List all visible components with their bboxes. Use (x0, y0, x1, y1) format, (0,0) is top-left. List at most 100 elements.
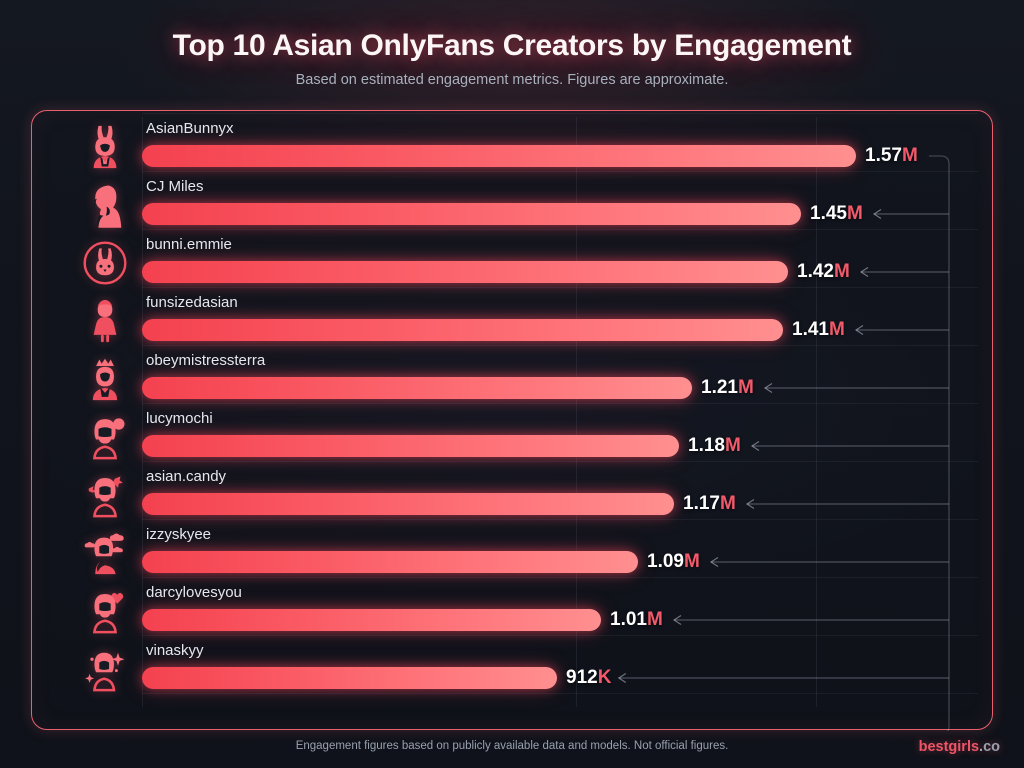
page-title: Top 10 Asian OnlyFans Creators by Engage… (172, 29, 852, 62)
value-label: 1.41M (792, 319, 845, 341)
chart-row: izzyskyee 1.09M (32, 523, 992, 581)
creator-name: asian.candy (146, 468, 227, 485)
row-separator (142, 693, 978, 694)
bar-track (142, 203, 978, 225)
value-number: 1.01 (610, 609, 647, 630)
value-label: 1.42M (797, 261, 850, 283)
woman-candy-icon (79, 469, 131, 521)
row-separator (142, 345, 978, 346)
value-label: 1.09M (647, 551, 700, 573)
row-separator (142, 577, 978, 578)
chart-row: darcylovesyou 1.01M (32, 581, 992, 639)
bunny-ears-woman-icon (79, 121, 131, 173)
creator-name: darcylovesyou (146, 584, 242, 601)
value-bar[interactable] (142, 145, 856, 167)
bar-track (142, 551, 978, 573)
value-bar[interactable] (142, 261, 788, 283)
bar-track (142, 609, 978, 631)
value-number: 1.57 (865, 145, 902, 166)
small-girl-dress-icon (79, 295, 131, 347)
value-suffix: M (828, 319, 845, 340)
vertical-gridline (816, 117, 817, 707)
woman-clouds-icon (79, 527, 131, 579)
value-suffix: M (901, 145, 918, 166)
value-bar[interactable] (142, 551, 638, 573)
bar-track (142, 377, 978, 399)
value-number: 1.42 (797, 261, 834, 282)
value-label: 1.17M (683, 493, 736, 515)
bar-track (142, 493, 978, 515)
footer: Engagement figures based on publicly ava… (0, 739, 1024, 768)
bar-track (142, 435, 978, 457)
value-bar[interactable] (142, 493, 674, 515)
woman-profile-icon (79, 179, 131, 231)
creator-name: izzyskyee (146, 526, 212, 543)
value-bar[interactable] (142, 319, 783, 341)
value-number: 912 (566, 667, 598, 688)
value-bar[interactable] (142, 203, 801, 225)
chart-row: vinaskyy 912K (32, 639, 992, 697)
page-subtitle: Based on estimated engagement metrics. F… (295, 72, 729, 88)
creator-name: CJ Miles (146, 178, 204, 195)
chart-row: asian.candy 1.17M (32, 465, 992, 523)
value-suffix: K (597, 667, 612, 688)
woman-heart-icon (79, 585, 131, 637)
value-number: 1.21 (701, 377, 738, 398)
value-suffix: M (737, 377, 754, 398)
bar-rows: AsianBunnyx 1.57M CJ Miles 1.45M bunni.emm… (32, 111, 992, 729)
bar-track (142, 145, 978, 167)
chart-row: bunni.emmie 1.42M (32, 233, 992, 291)
bunny-face-circle-icon (79, 237, 131, 289)
value-suffix: M (719, 493, 736, 514)
chart-row: CJ Miles 1.45M (32, 175, 992, 233)
value-label: 1.01M (610, 609, 663, 631)
chart-row: funsizedasian 1.41M (32, 291, 992, 349)
creator-name: obeymistressterra (146, 352, 266, 369)
value-label: 1.18M (688, 435, 741, 457)
creator-name: funsizedasian (146, 294, 238, 311)
value-suffix: M (724, 435, 741, 456)
row-separator (142, 113, 978, 114)
row-separator (142, 635, 978, 636)
bar-track (142, 261, 978, 283)
value-number: 1.18 (688, 435, 725, 456)
row-separator (142, 287, 978, 288)
value-suffix: M (683, 551, 700, 572)
brand-name: bestgirls (918, 739, 980, 755)
vertical-gridline (576, 117, 577, 707)
footer-note: Engagement figures based on publicly ava… (295, 740, 729, 752)
bob-hair-woman-bubble-icon (79, 411, 131, 463)
value-number: 1.17 (683, 493, 720, 514)
brand-tld: .co (979, 739, 1000, 755)
creator-name: AsianBunnyx (146, 120, 234, 137)
value-label: 1.57M (865, 145, 918, 167)
bar-track (142, 667, 978, 689)
value-bar[interactable] (142, 667, 557, 689)
header: Top 10 Asian OnlyFans Creators by Engage… (0, 0, 1024, 88)
value-bar[interactable] (142, 609, 601, 631)
row-separator (142, 229, 978, 230)
value-bar[interactable] (142, 435, 679, 457)
row-separator (142, 461, 978, 462)
crowned-woman-icon (79, 353, 131, 405)
row-separator (142, 403, 978, 404)
value-number: 1.41 (792, 319, 829, 340)
chart-row: lucymochi 1.18M (32, 407, 992, 465)
creator-name: vinaskyy (146, 642, 204, 659)
chart-row: obeymistressterra 1.21M (32, 349, 992, 407)
row-separator (142, 519, 978, 520)
value-bar[interactable] (142, 377, 692, 399)
value-suffix: M (846, 203, 863, 224)
woman-sparkles-icon (79, 643, 131, 695)
value-label: 1.21M (701, 377, 754, 399)
bar-track (142, 319, 978, 341)
vertical-gridline (142, 117, 143, 707)
brand-logo[interactable]: bestgirls.co (919, 739, 1000, 755)
creator-name: lucymochi (146, 410, 213, 427)
value-label: 912K (566, 667, 611, 689)
creator-name: bunni.emmie (146, 236, 232, 253)
value-suffix: M (833, 261, 850, 282)
chart-frame: AsianBunnyx 1.57M CJ Miles 1.45M bunni.emm… (31, 110, 993, 731)
value-suffix: M (646, 609, 663, 630)
value-label: 1.45M (810, 203, 863, 225)
